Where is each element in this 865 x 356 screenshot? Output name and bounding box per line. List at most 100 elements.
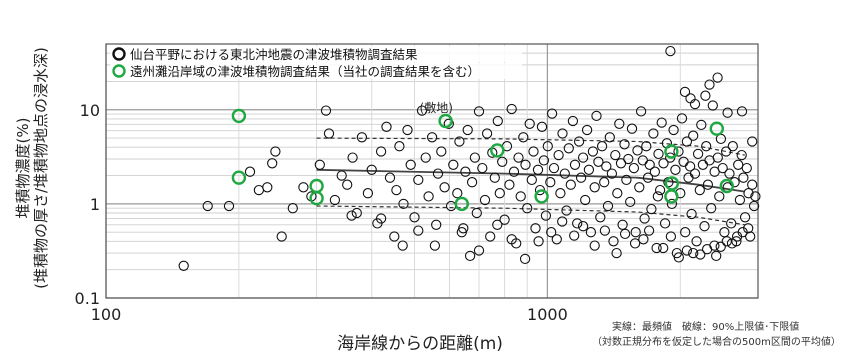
- point-sendai: [253, 184, 265, 196]
- point-sendai: [542, 141, 553, 152]
- point-sendai: [707, 100, 718, 111]
- point-sendai: [737, 227, 748, 238]
- point-sendai: [524, 118, 535, 129]
- point-sendai: [748, 200, 760, 212]
- point-sendai: [409, 212, 420, 223]
- point-sendai: [695, 249, 706, 260]
- point-sendai: [464, 250, 476, 262]
- point-sendai: [567, 115, 579, 127]
- point-sendai: [314, 159, 325, 170]
- point-sendai: [679, 86, 691, 98]
- point-sendai: [646, 203, 657, 215]
- point-sendai: [375, 213, 387, 224]
- point-sendai: [702, 179, 714, 190]
- point-sendai: [656, 117, 667, 128]
- point-sendai: [270, 146, 281, 157]
- point-sendai: [460, 166, 471, 177]
- legend-backdrop: [110, 46, 522, 62]
- point-sendai: [202, 200, 213, 212]
- point-sendai: [649, 166, 661, 177]
- point-sendai: [569, 230, 580, 241]
- method-note-line2: （対数正規分布を仮定した場合の500m区間の平均値）: [592, 337, 841, 348]
- y-tick-label: 0.1: [75, 289, 100, 308]
- point-sendai: [632, 145, 643, 156]
- point-sendai: [614, 118, 625, 129]
- point-sendai: [375, 146, 387, 157]
- point-sendai: [577, 152, 589, 163]
- point-sendai: [727, 141, 738, 152]
- point-sendai: [423, 191, 434, 202]
- point-sendai: [706, 203, 717, 214]
- point-sendai: [244, 166, 256, 177]
- point-sendai: [583, 164, 595, 175]
- point-sendai: [362, 188, 374, 199]
- point-sendai: [581, 124, 593, 136]
- point-sendai: [747, 136, 758, 147]
- point-sendai: [651, 242, 662, 254]
- point-sendai: [551, 234, 562, 245]
- point-sendai: [599, 177, 610, 188]
- legend-label: 仙台平野における東北沖地震の津波堆積物調査結果: [130, 47, 418, 62]
- tick-labels: 0.1 1 10 100 1000: [75, 101, 568, 324]
- point-sendai: [666, 198, 678, 210]
- point-sendai: [587, 146, 599, 157]
- point-sendai: [638, 234, 649, 245]
- point-sendai: [688, 130, 699, 141]
- point-sendai: [439, 182, 450, 193]
- point-sendai: [555, 188, 566, 199]
- point-sendai: [466, 177, 478, 188]
- point-sendai: [643, 225, 655, 236]
- point-sendai: [557, 216, 568, 227]
- point-sendai: [745, 231, 756, 242]
- point-sendai: [416, 105, 428, 116]
- point-sendai: [602, 200, 614, 212]
- point-sendai: [452, 188, 463, 199]
- point-sendai: [610, 149, 621, 161]
- point-sendai: [736, 149, 747, 161]
- point-sendai: [604, 132, 615, 143]
- point-sendai: [546, 227, 557, 238]
- point-sendai: [721, 236, 732, 247]
- point-sendai: [320, 105, 332, 116]
- point-sendai: [462, 124, 473, 136]
- point-sendai: [538, 155, 550, 166]
- y-tick-label: 1: [90, 195, 100, 214]
- point-sendai: [704, 79, 715, 90]
- point-sendai: [323, 128, 335, 139]
- point-sendai: [572, 218, 583, 229]
- y-axis-label-secondary: (堆積物の厚さ/堆積物地点の浸水深): [32, 47, 50, 289]
- point-sendai: [606, 168, 618, 179]
- point-sendai: [689, 98, 701, 110]
- point-sendai: [298, 182, 309, 193]
- point-sendai: [668, 124, 679, 136]
- point-sendai: [601, 161, 612, 172]
- point-sendai: [619, 228, 631, 240]
- point-sendai: [629, 238, 641, 249]
- point-sendai: [741, 162, 752, 174]
- point-sendai: [398, 198, 409, 210]
- point-sendai: [336, 170, 347, 181]
- point-sendai: [499, 214, 510, 225]
- point-sendai: [639, 213, 650, 224]
- point-sendai: [626, 123, 638, 134]
- point-sendai: [287, 203, 298, 214]
- point-sendai: [619, 139, 630, 150]
- point-sendai: [717, 162, 728, 174]
- point-sendai: [413, 174, 424, 186]
- point-sendai: [513, 152, 524, 163]
- point-sendai: [738, 172, 749, 183]
- point-sendai: [714, 191, 725, 202]
- point-sendai: [366, 164, 377, 175]
- point-sendai: [515, 191, 526, 202]
- point-sendai: [683, 172, 694, 183]
- point-sendai: [739, 212, 751, 223]
- point-sendai: [701, 141, 712, 152]
- point-sendai: [676, 113, 688, 124]
- point-sendai: [589, 182, 600, 193]
- point-sendai: [413, 225, 424, 236]
- point-sendai: [635, 106, 647, 117]
- point-sendai: [545, 177, 556, 188]
- point-enshunada: [231, 170, 247, 185]
- legend: 仙台平野における東北沖地震の津波堆積物調査結果遠州灘沿岸域の津波堆積物調査結果（…: [110, 46, 522, 79]
- point-sendai: [589, 240, 600, 251]
